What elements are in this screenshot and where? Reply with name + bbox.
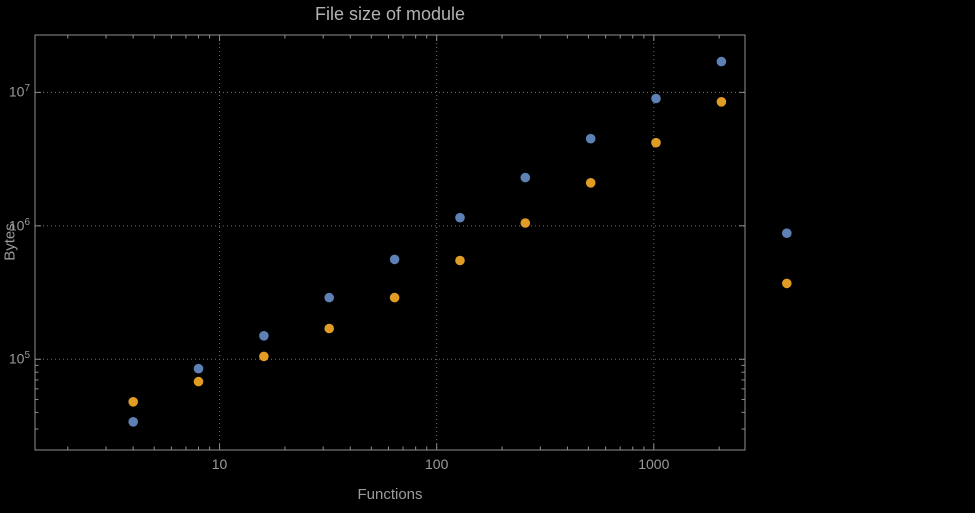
x-tick-label: 100	[424, 456, 449, 472]
data-point-series-orange	[324, 323, 335, 334]
x-tick-label: 10	[211, 456, 228, 472]
y-tick-label: 105	[8, 350, 30, 367]
data-point-series-blue	[782, 228, 792, 238]
y-tick-label: 106	[8, 216, 30, 234]
y-tick-label: 107	[8, 83, 30, 100]
data-point-series-blue	[389, 254, 400, 265]
data-point-series-orange	[455, 255, 465, 266]
data-point-series-orange	[193, 376, 204, 387]
data-point-series-blue	[651, 93, 661, 104]
data-point-series-orange	[782, 278, 792, 289]
data-point-series-blue	[520, 172, 531, 183]
data-point-series-orange	[651, 137, 661, 148]
x-tick-label: 1000	[638, 456, 670, 472]
data-point-series-blue	[193, 363, 204, 374]
data-point-series-orange	[259, 351, 269, 362]
data-point-series-blue	[716, 56, 727, 67]
data-point-series-blue	[259, 331, 269, 341]
data-point-series-orange	[585, 178, 596, 188]
plot-frame	[34, 34, 746, 451]
x-axis-label: Functions	[357, 486, 423, 503]
data-point-series-orange	[389, 292, 400, 303]
data-point-series-blue	[455, 212, 465, 223]
data-point-series-orange	[716, 97, 727, 107]
chart-title: File size of module	[314, 4, 466, 24]
data-point-series-blue	[128, 417, 138, 427]
data-point-series-orange	[128, 397, 138, 407]
data-point-series-orange	[520, 218, 531, 228]
data-point-series-blue	[585, 133, 596, 144]
data-point-series-blue	[324, 292, 335, 303]
